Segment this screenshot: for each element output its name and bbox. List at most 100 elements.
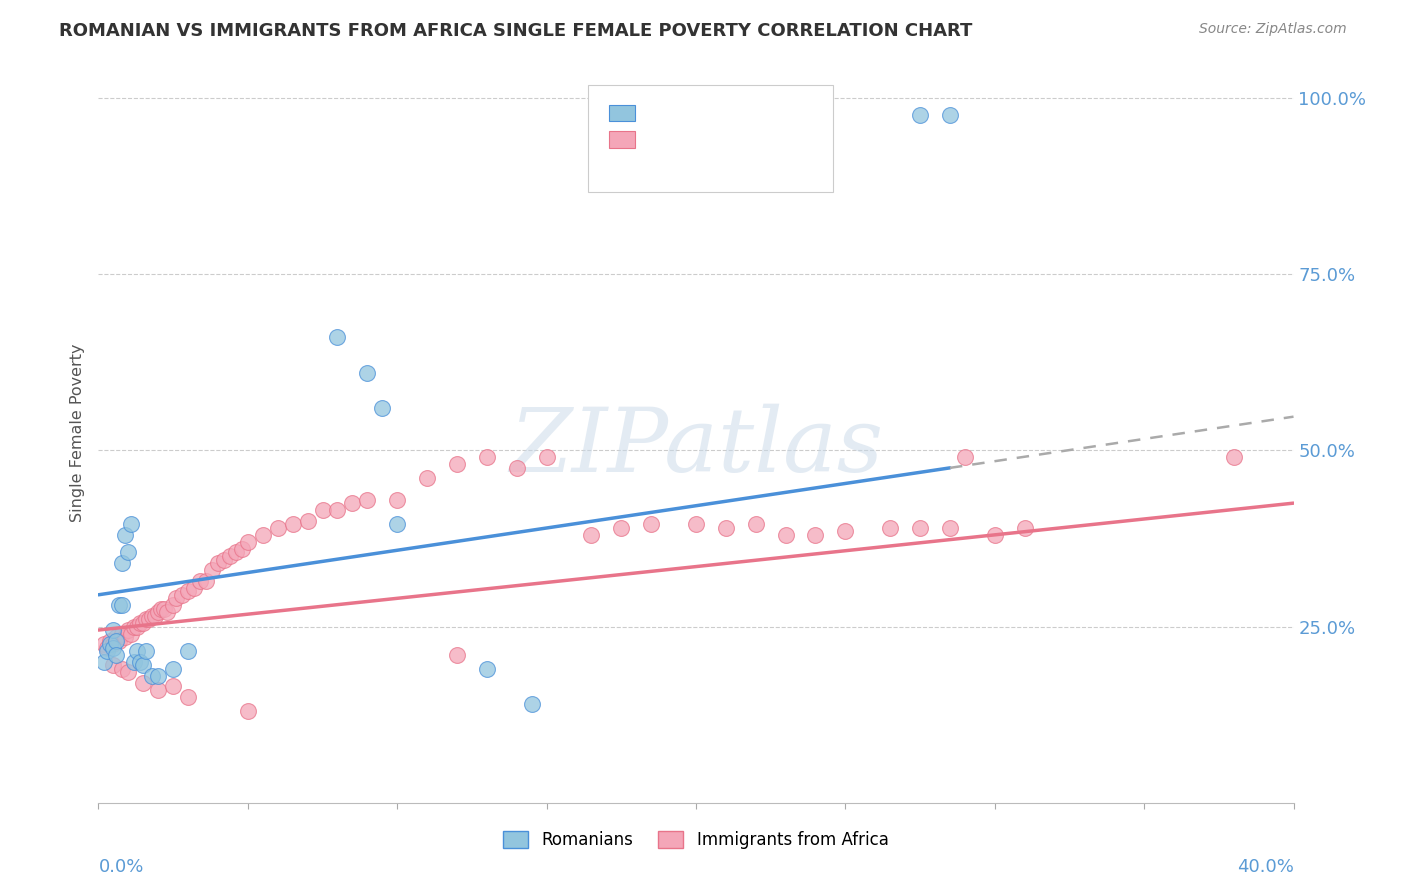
Point bbox=[96, 640, 118, 655]
Point bbox=[416, 471, 439, 485]
Point bbox=[475, 450, 498, 465]
Point bbox=[745, 517, 768, 532]
Point bbox=[124, 655, 146, 669]
Point bbox=[231, 541, 253, 556]
Point bbox=[804, 528, 827, 542]
Point bbox=[138, 612, 160, 626]
Bar bbox=[609, 131, 636, 147]
Point bbox=[156, 606, 179, 620]
Point bbox=[236, 704, 259, 718]
Point bbox=[640, 517, 662, 532]
Point bbox=[132, 658, 155, 673]
Point bbox=[188, 574, 211, 588]
Point bbox=[105, 633, 128, 648]
Point bbox=[96, 644, 118, 658]
Point bbox=[129, 655, 152, 669]
Point bbox=[267, 521, 290, 535]
Point bbox=[326, 503, 349, 517]
Point bbox=[108, 633, 131, 648]
Point bbox=[162, 662, 184, 676]
Point bbox=[311, 503, 333, 517]
Point bbox=[219, 549, 242, 563]
Point bbox=[506, 461, 529, 475]
Point bbox=[108, 599, 131, 613]
Point bbox=[117, 623, 139, 637]
Point bbox=[120, 626, 142, 640]
Point bbox=[385, 517, 409, 532]
Point bbox=[141, 669, 163, 683]
Point bbox=[879, 521, 901, 535]
Point bbox=[195, 574, 218, 588]
Point bbox=[148, 669, 170, 683]
Point bbox=[114, 630, 136, 644]
Point bbox=[114, 528, 136, 542]
Point bbox=[127, 644, 149, 658]
Point bbox=[252, 528, 274, 542]
Point bbox=[105, 630, 128, 644]
Point bbox=[371, 401, 394, 415]
Point bbox=[143, 609, 166, 624]
Point bbox=[98, 637, 122, 651]
Point bbox=[326, 330, 349, 344]
Point bbox=[908, 521, 931, 535]
Point bbox=[236, 535, 259, 549]
Point bbox=[446, 648, 468, 662]
Point bbox=[111, 662, 134, 676]
Point bbox=[117, 665, 139, 680]
Point bbox=[177, 584, 200, 599]
Point bbox=[132, 615, 155, 630]
Point bbox=[775, 528, 797, 542]
Point bbox=[132, 676, 155, 690]
Point bbox=[207, 556, 229, 570]
Point bbox=[93, 655, 115, 669]
Point bbox=[105, 648, 128, 662]
Point bbox=[103, 637, 125, 651]
FancyBboxPatch shape bbox=[589, 85, 834, 192]
Text: ZIPatlas: ZIPatlas bbox=[509, 404, 883, 491]
Point bbox=[714, 521, 737, 535]
Text: R = 0.155   N = 30: R = 0.155 N = 30 bbox=[647, 103, 825, 122]
Point bbox=[93, 637, 115, 651]
Point bbox=[939, 108, 962, 122]
Point bbox=[103, 640, 125, 655]
Point bbox=[984, 528, 1007, 542]
Point bbox=[141, 609, 163, 624]
Point bbox=[153, 602, 176, 616]
Bar bbox=[609, 104, 636, 121]
Text: R = 0.383   N = 75: R = 0.383 N = 75 bbox=[647, 130, 825, 149]
Point bbox=[127, 619, 149, 633]
Point bbox=[939, 521, 962, 535]
Point bbox=[120, 517, 142, 532]
Point bbox=[111, 556, 134, 570]
Point bbox=[177, 644, 200, 658]
Point bbox=[111, 599, 134, 613]
Point bbox=[834, 524, 856, 539]
Point bbox=[1014, 521, 1036, 535]
Point bbox=[536, 450, 558, 465]
Point bbox=[908, 108, 931, 122]
Legend: Romanians, Immigrants from Africa: Romanians, Immigrants from Africa bbox=[495, 822, 897, 857]
Point bbox=[177, 690, 200, 704]
Point bbox=[356, 366, 378, 380]
Point bbox=[103, 623, 125, 637]
Point bbox=[103, 658, 125, 673]
Text: 40.0%: 40.0% bbox=[1237, 858, 1294, 876]
Point bbox=[610, 521, 633, 535]
Point bbox=[129, 615, 152, 630]
Point bbox=[124, 619, 146, 633]
Point bbox=[98, 633, 122, 648]
Text: 0.0%: 0.0% bbox=[98, 858, 143, 876]
Text: Source: ZipAtlas.com: Source: ZipAtlas.com bbox=[1199, 22, 1347, 37]
Point bbox=[135, 644, 157, 658]
Point bbox=[135, 612, 157, 626]
Point bbox=[201, 563, 224, 577]
Point bbox=[165, 591, 187, 606]
Point bbox=[111, 626, 134, 640]
Point bbox=[953, 450, 976, 465]
Point bbox=[162, 680, 184, 694]
Text: ROMANIAN VS IMMIGRANTS FROM AFRICA SINGLE FEMALE POVERTY CORRELATION CHART: ROMANIAN VS IMMIGRANTS FROM AFRICA SINGL… bbox=[59, 22, 973, 40]
Point bbox=[148, 683, 170, 698]
Point bbox=[297, 514, 319, 528]
Point bbox=[685, 517, 707, 532]
Point bbox=[342, 496, 364, 510]
